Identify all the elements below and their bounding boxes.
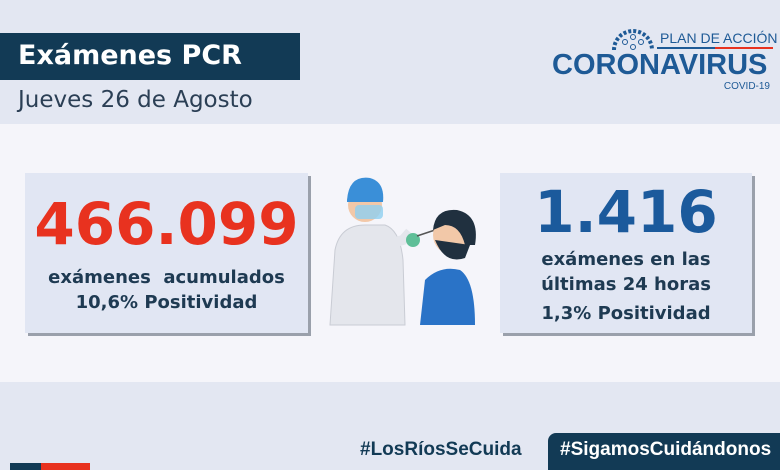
daily-value: 1.416 xyxy=(534,178,718,246)
logo-underline xyxy=(657,47,773,49)
flag-bar-navy xyxy=(10,463,41,470)
coronavirus-logo: PLAN DE ACCIÓN CORONAVIRUS COVID-19 xyxy=(552,24,778,94)
daily-label-1: exámenes en las xyxy=(541,249,711,270)
cumulative-value: 466.099 xyxy=(34,190,299,258)
logo-covid-text: COVID-19 xyxy=(723,81,770,92)
date-label: Jueves 26 de Agosto xyxy=(18,87,253,113)
cumulative-positivity: 10,6% Positividad xyxy=(75,292,258,313)
flag-bar-red xyxy=(41,463,90,470)
hashtag-losrios: #LosRíosSeCuida xyxy=(360,439,522,460)
logo-plan-text: PLAN DE ACCIÓN xyxy=(660,30,778,46)
pcr-test-illustration xyxy=(329,177,476,326)
cumulative-label: exámenes acumulados xyxy=(48,267,285,288)
hashtag-sigamos: #SigamosCuidándonos xyxy=(548,433,780,470)
daily-positivity: 1,3% Positividad xyxy=(541,303,711,324)
cumulative-card: 466.099 exámenes acumulados 10,6% Positi… xyxy=(25,173,308,333)
logo-coronavirus-text: CORONAVIRUS xyxy=(552,49,768,81)
daily-label-2: últimas 24 horas xyxy=(541,274,711,295)
daily-card: 1.416 exámenes en las últimas 24 horas 1… xyxy=(500,173,752,333)
virus-icon xyxy=(612,29,654,51)
page-title: Exámenes PCR xyxy=(0,33,300,80)
